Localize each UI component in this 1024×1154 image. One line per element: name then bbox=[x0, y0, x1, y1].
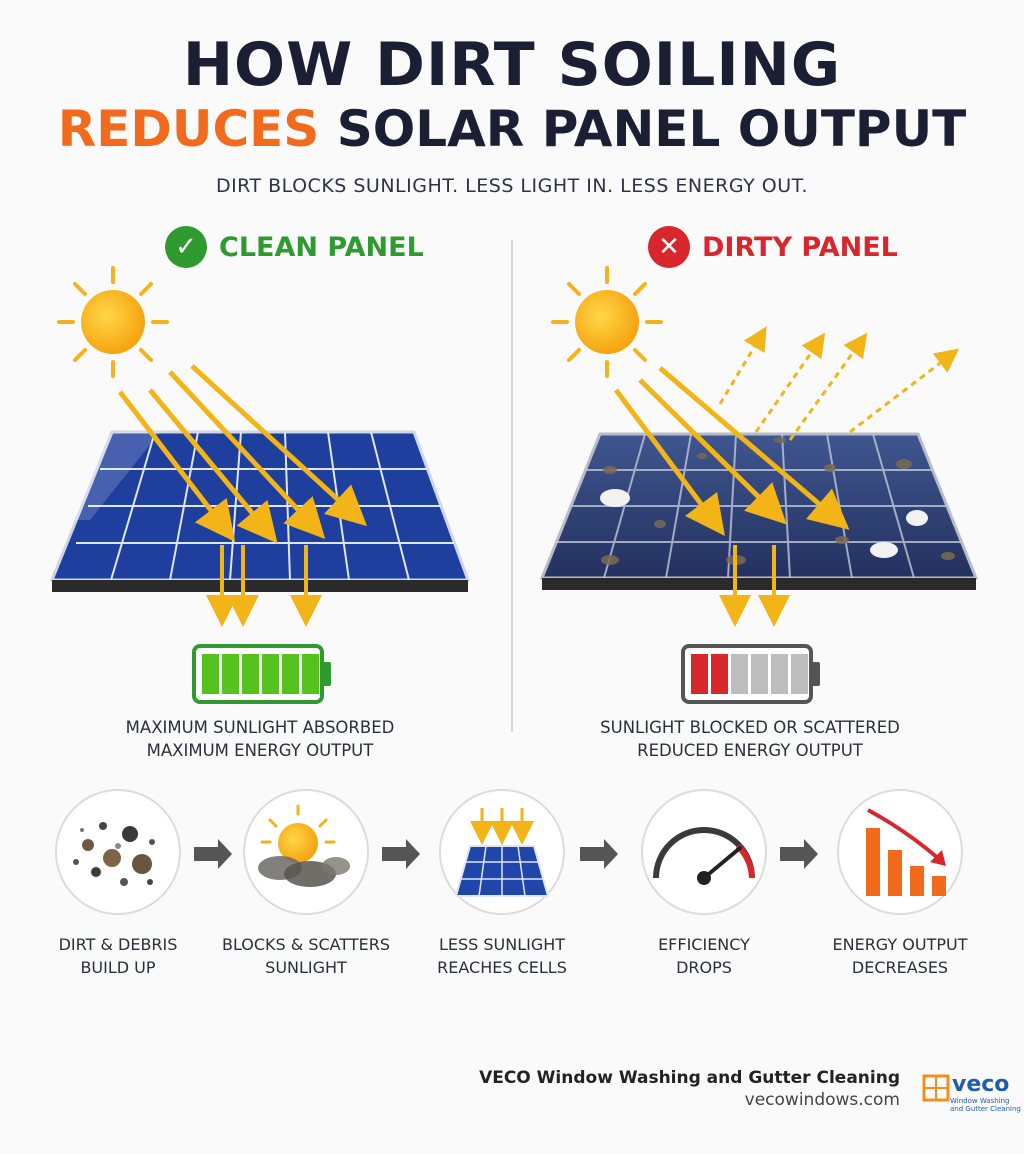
title-rest: SOLAR PANEL OUTPUT bbox=[319, 100, 967, 158]
panel-sunlight-icon bbox=[454, 808, 550, 897]
dirty-panel-label: DIRTY PANEL bbox=[702, 231, 898, 263]
clean-battery-icon bbox=[192, 644, 331, 704]
clean-sun-icon bbox=[57, 266, 169, 378]
logo-tagline: Window Washing and Gutter Cleaning bbox=[950, 1097, 1021, 1113]
battery-segment bbox=[262, 654, 279, 694]
logo-wordmark: veco bbox=[952, 1072, 1010, 1097]
main-title-line2: REDUCES SOLAR PANEL OUTPUT bbox=[0, 100, 1024, 158]
dirty-solar-panel bbox=[539, 432, 979, 590]
step-3-line2: REACHES CELLS bbox=[437, 958, 567, 977]
subtitle: DIRT BLOCKS SUNLIGHT. LESS LIGHT IN. LES… bbox=[215, 175, 809, 197]
main-title: HOW DIRT SOILING bbox=[182, 30, 842, 100]
dirty-caption-line1: SUNLIGHT BLOCKED OR SCATTERED bbox=[600, 718, 900, 737]
dirty-sun-icon bbox=[551, 266, 663, 378]
battery-segment bbox=[282, 654, 299, 694]
battery-segment bbox=[242, 654, 259, 694]
step-label-1: DIRT & DEBRIS BUILD UP bbox=[33, 933, 203, 979]
logo-tagline-2: and Gutter Cleaning bbox=[950, 1105, 1021, 1113]
battery-segment bbox=[791, 654, 808, 694]
dirty-panel-header: ✕ DIRTY PANEL bbox=[648, 226, 898, 268]
dirty-caption: SUNLIGHT BLOCKED OR SCATTERED REDUCED EN… bbox=[590, 716, 910, 762]
step-5-line2: DECREASES bbox=[851, 958, 949, 977]
step-2-line2: SUNLIGHT bbox=[265, 958, 347, 977]
clean-panel-label: CLEAN PANEL bbox=[219, 231, 424, 263]
bird-droppings bbox=[600, 489, 928, 558]
battery-segment bbox=[222, 654, 239, 694]
dirt-particles-icon bbox=[73, 822, 155, 886]
sun-dust-cloud-icon bbox=[258, 804, 350, 887]
battery-segment bbox=[302, 654, 319, 694]
x-icon: ✕ bbox=[648, 226, 690, 268]
gauge-icon bbox=[653, 827, 755, 885]
clean-caption-line1: MAXIMUM SUNLIGHT ABSORBED bbox=[125, 718, 395, 737]
clean-panel-header: ✓ CLEAN PANEL bbox=[165, 226, 424, 268]
battery-segment bbox=[711, 654, 728, 694]
step-3-line1: LESS SUNLIGHT bbox=[438, 935, 566, 954]
battery-segment bbox=[202, 654, 219, 694]
battery-segment bbox=[771, 654, 788, 694]
step-label-4: EFFICIENCY DROPS bbox=[619, 933, 789, 979]
dirty-battery-icon bbox=[681, 644, 820, 704]
check-icon: ✓ bbox=[165, 226, 207, 268]
battery-segment bbox=[751, 654, 768, 694]
veco-logo-icon bbox=[922, 1074, 950, 1102]
dirty-caption-line2: REDUCED ENERGY OUTPUT bbox=[637, 741, 863, 760]
step-1-line1: DIRT & DEBRIS bbox=[58, 935, 178, 954]
company-website[interactable]: vecowindows.com bbox=[744, 1090, 900, 1110]
clean-caption: MAXIMUM SUNLIGHT ABSORBED MAXIMUM ENERGY… bbox=[100, 716, 420, 762]
clean-sunlight-rays bbox=[118, 364, 368, 544]
declining-bars-icon bbox=[866, 808, 946, 896]
step-4-line1: EFFICIENCY bbox=[658, 935, 750, 954]
step-label-2: BLOCKS & SCATTERS SUNLIGHT bbox=[221, 933, 391, 979]
step-1-line2: BUILD UP bbox=[80, 958, 156, 977]
battery-segment bbox=[691, 654, 708, 694]
company-name: VECO Window Washing and Gutter Cleaning bbox=[479, 1068, 900, 1088]
step-2-line1: BLOCKS & SCATTERS bbox=[221, 935, 391, 954]
scattered-rays bbox=[718, 326, 960, 441]
step-label-5: ENERGY OUTPUT DECREASES bbox=[815, 933, 985, 979]
clean-solar-panel bbox=[49, 430, 471, 592]
dirty-sunlight-rays bbox=[613, 366, 850, 537]
clean-energy-arrows bbox=[206, 545, 322, 627]
logo-tagline-1: Window Washing bbox=[950, 1097, 1010, 1105]
dirty-energy-arrows bbox=[719, 545, 790, 627]
step-4-line2: DROPS bbox=[676, 958, 732, 977]
clean-caption-line2: MAXIMUM ENERGY OUTPUT bbox=[146, 741, 374, 760]
step-5-line1: ENERGY OUTPUT bbox=[832, 935, 968, 954]
title-accent: REDUCES bbox=[57, 100, 320, 158]
battery-segment bbox=[731, 654, 748, 694]
center-divider bbox=[511, 240, 513, 732]
flow-arrows bbox=[194, 839, 818, 869]
step-label-3: LESS SUNLIGHT REACHES CELLS bbox=[417, 933, 587, 979]
